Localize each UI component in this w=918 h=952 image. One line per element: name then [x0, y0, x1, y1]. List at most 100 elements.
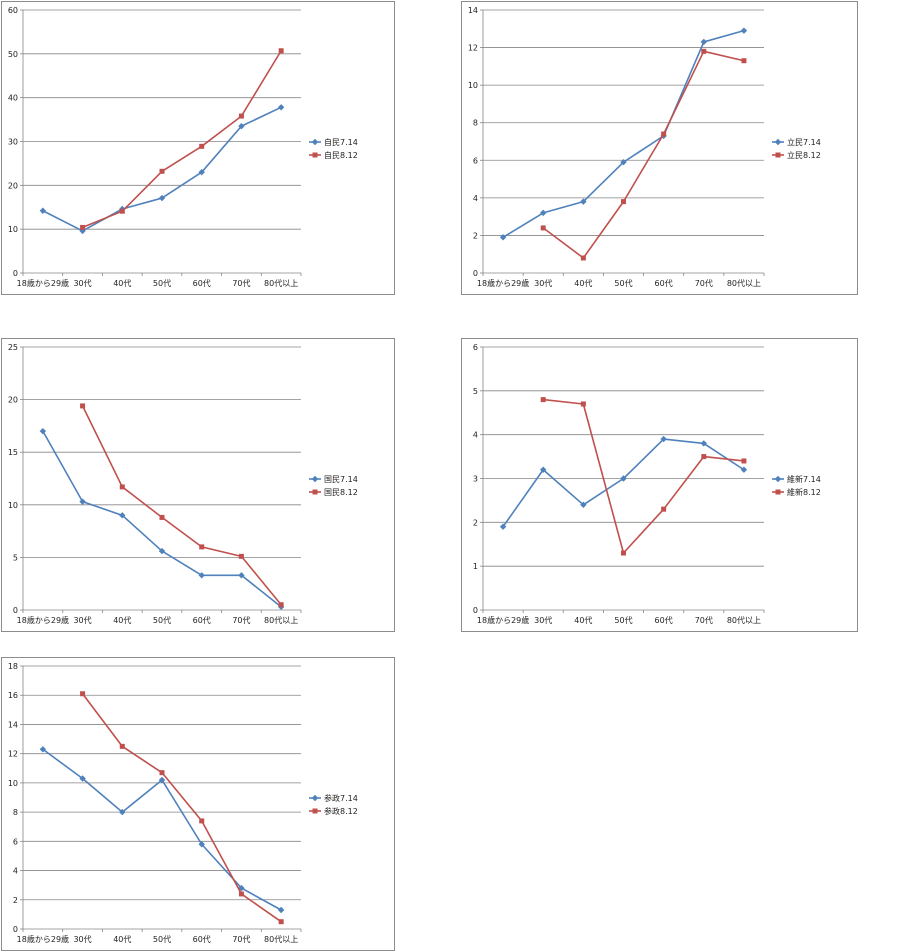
x-tick-label: 70代: [232, 934, 250, 944]
x-tick-label: 40代: [574, 278, 592, 288]
x-tick-label: 80代以上: [264, 278, 298, 288]
y-tick-label: 18: [8, 662, 18, 671]
y-tick-label: 60: [8, 6, 18, 15]
data-point: [39, 207, 47, 214]
y-tick-label: 25: [8, 343, 18, 352]
legend-marker: [312, 152, 318, 158]
legend-label: 国民8.12: [324, 488, 358, 497]
data-point: [119, 208, 125, 214]
data-point: [580, 255, 586, 261]
y-tick-label: 8: [13, 808, 18, 817]
x-tick-label: 80代以上: [727, 278, 761, 288]
legend-marker: [311, 794, 319, 802]
x-tick-label: 18歳から29歳: [477, 278, 529, 288]
y-tick-label: 10: [468, 81, 478, 90]
chart-panel-kokumin: 0 5 10 15 20 25 18歳から29歳 30代 40代 50代 60代 70代 80代以上 国民…: [1, 338, 395, 632]
y-tick-label: 2: [473, 231, 478, 240]
x-tick-label: 80代以上: [727, 615, 761, 625]
y-tick-label: 20: [8, 396, 18, 405]
legend-label: 維新7.14: [787, 474, 821, 484]
chart-panel-jimin: 0 10 20 30 40 50 60 18歳から29歳 30代 40代 50代 60代 70代 80代以…: [1, 1, 395, 295]
y-tick-label: 12: [8, 750, 18, 759]
x-tick-label: 50代: [614, 278, 632, 288]
x-tick-label: 40代: [574, 615, 592, 625]
data-point: [39, 427, 47, 435]
data-point: [620, 475, 627, 482]
series-line-2: [82, 50, 282, 229]
x-tick-label: 70代: [232, 615, 250, 625]
data-point: [119, 484, 125, 490]
data-point: [198, 168, 205, 176]
series-line-2: [81, 405, 282, 606]
x-tick-label: 50代: [153, 278, 171, 288]
data-point: [277, 906, 285, 914]
chart-svg: 0 2 4 6 8 10 12 14 18歳から29歳 30代 40代 50代 60代 70代 80代以上 立…: [468, 6, 821, 288]
series-line-2: [542, 50, 745, 259]
y-tick-label: 40: [8, 94, 18, 103]
y-tick-label: 10: [8, 501, 18, 510]
x-tick-label: 30代: [73, 278, 91, 288]
data-point: [159, 514, 165, 520]
y-tick-label: 2: [473, 518, 478, 527]
data-point: [238, 113, 244, 119]
y-tick-label: 12: [468, 44, 478, 53]
x-tick-label: 18歳から29歳: [17, 934, 69, 944]
data-point: [79, 775, 86, 782]
data-point: [741, 458, 747, 464]
data-point: [740, 466, 748, 473]
data-point: [238, 122, 245, 130]
x-tick-label: 70代: [695, 615, 713, 625]
y-tick-label: 0: [13, 606, 18, 615]
y-tick-label: 10: [8, 225, 18, 234]
x-tick-label: 40代: [113, 615, 131, 625]
data-point: [540, 397, 546, 403]
y-tick-label: 14: [8, 720, 18, 729]
data-point: [158, 776, 166, 784]
x-tick-label: 60代: [655, 278, 673, 288]
y-tick-label: 4: [13, 867, 18, 876]
y-tick-label: 30: [8, 138, 18, 147]
x-tick-label: 30代: [534, 615, 552, 625]
chart-svg: 0 2 4 6 8 10 12 14 16 18 18歳から29歳 30代 40代 50代 60代 70代 80…: [8, 662, 358, 944]
legend-marker: [311, 475, 319, 483]
legend-marker: [311, 138, 319, 146]
legend-marker: [774, 475, 782, 483]
data-point: [80, 691, 86, 697]
chart-panel-rikken: 0 2 4 6 8 10 12 14 18歳から29歳 30代 40代 50代 60代 70代 80代以上 立…: [461, 1, 858, 295]
y-tick-label: 5: [473, 387, 478, 396]
x-tick-label: 70代: [695, 278, 713, 288]
x-tick-label: 30代: [73, 934, 91, 944]
data-point: [278, 602, 284, 608]
data-point: [158, 194, 166, 202]
x-tick-label: 60代: [655, 615, 673, 625]
series-line-2: [81, 693, 282, 923]
y-tick-label: 0: [473, 269, 478, 278]
data-point: [80, 403, 86, 409]
y-tick-label: 14: [468, 6, 478, 15]
legend-label: 自民7.14: [324, 137, 358, 147]
data-point: [79, 498, 86, 505]
series-line-1: [502, 29, 745, 238]
y-tick-label: 1: [473, 562, 478, 571]
x-tick-label: 40代: [113, 934, 131, 944]
data-point: [621, 550, 626, 556]
data-point: [741, 58, 747, 64]
x-tick-label: 80代以上: [264, 615, 298, 625]
data-point: [159, 770, 165, 776]
data-point: [119, 743, 125, 749]
data-point: [238, 891, 244, 897]
data-point: [499, 523, 507, 530]
data-point: [277, 104, 285, 111]
y-tick-label: 6: [473, 156, 478, 165]
legend-marker: [774, 138, 782, 146]
data-point: [278, 48, 284, 54]
y-tick-label: 6: [473, 343, 478, 352]
chart-panel-ishin: 0 1 2 3 4 5 6 18歳から29歳 30代 40代 50代 60代 70代 80代以上 維新7.1…: [461, 338, 858, 632]
legend-label: 参政7.14: [324, 793, 358, 803]
y-tick-label: 8: [473, 119, 478, 128]
x-tick-label: 60代: [193, 615, 211, 625]
data-point: [620, 158, 627, 166]
legend-label: 立民7.14: [787, 137, 821, 147]
legend-label: 国民7.14: [324, 475, 358, 484]
data-point: [540, 209, 547, 217]
